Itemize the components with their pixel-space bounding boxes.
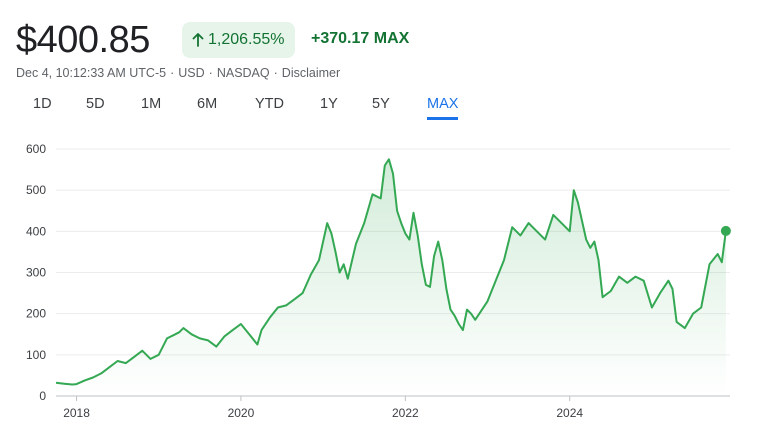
current-price-dot [720, 225, 731, 236]
y-tick-label: 200 [26, 307, 46, 321]
y-tick-label: 400 [26, 224, 46, 238]
y-tick-label: 300 [26, 266, 46, 280]
tab-1d[interactable]: 1D [33, 96, 52, 112]
quote-meta: Dec 4, 10:12:33 AM UTC-5 · USD · NASDAQ … [16, 66, 340, 80]
meta-separator: · [170, 66, 175, 80]
tab-5y[interactable]: 5Y [372, 96, 390, 112]
y-axis-labels: 0 100 200 300 400 500 600 [26, 142, 46, 403]
price-value: $400.85 [16, 19, 150, 61]
x-tick-label: 2024 [556, 406, 583, 420]
tab-1m[interactable]: 1M [141, 96, 162, 112]
currency: USD [178, 66, 205, 80]
disclaimer-link[interactable]: Disclaimer [281, 66, 341, 80]
y-tick-label: 600 [26, 142, 46, 156]
arrow-up-icon [192, 33, 204, 47]
tab-ytd[interactable]: YTD [255, 96, 284, 112]
price-line [55, 158, 727, 386]
y-tick-label: 500 [26, 183, 46, 197]
percent-change-value: 1,206.55% [208, 31, 285, 48]
tab-5d[interactable]: 5D [86, 96, 105, 112]
price-chart[interactable]: 0 100 200 300 400 500 600 2018 2020 2022 2024 [0, 130, 764, 430]
absolute-change: +370.17 MAX [311, 30, 409, 48]
meta-separator: · [208, 66, 213, 80]
timestamp: Dec 4, 10:12:33 AM UTC-5 [16, 66, 167, 80]
meta-separator: · [273, 66, 278, 80]
y-tick-label: 100 [26, 348, 46, 362]
absolute-change-value: +370.17 [311, 30, 370, 47]
percent-change-badge: 1,206.55% [182, 22, 295, 58]
tab-max[interactable]: MAX [427, 96, 459, 120]
range-tabs: 1D 5D 1M 6M YTD 1Y 5Y MAX [0, 96, 500, 120]
exchange: NASDAQ [216, 66, 270, 80]
x-axis-labels: 2018 2020 2022 2024 [63, 396, 583, 420]
x-tick-label: 2020 [228, 406, 255, 420]
tab-6m[interactable]: 6M [197, 96, 218, 112]
y-tick-label: 0 [39, 389, 46, 403]
tab-1y[interactable]: 1Y [320, 96, 338, 112]
price-area-fill [56, 159, 726, 396]
x-tick-label: 2022 [392, 406, 419, 420]
x-tick-label: 2018 [63, 406, 90, 420]
change-period: MAX [373, 30, 410, 47]
